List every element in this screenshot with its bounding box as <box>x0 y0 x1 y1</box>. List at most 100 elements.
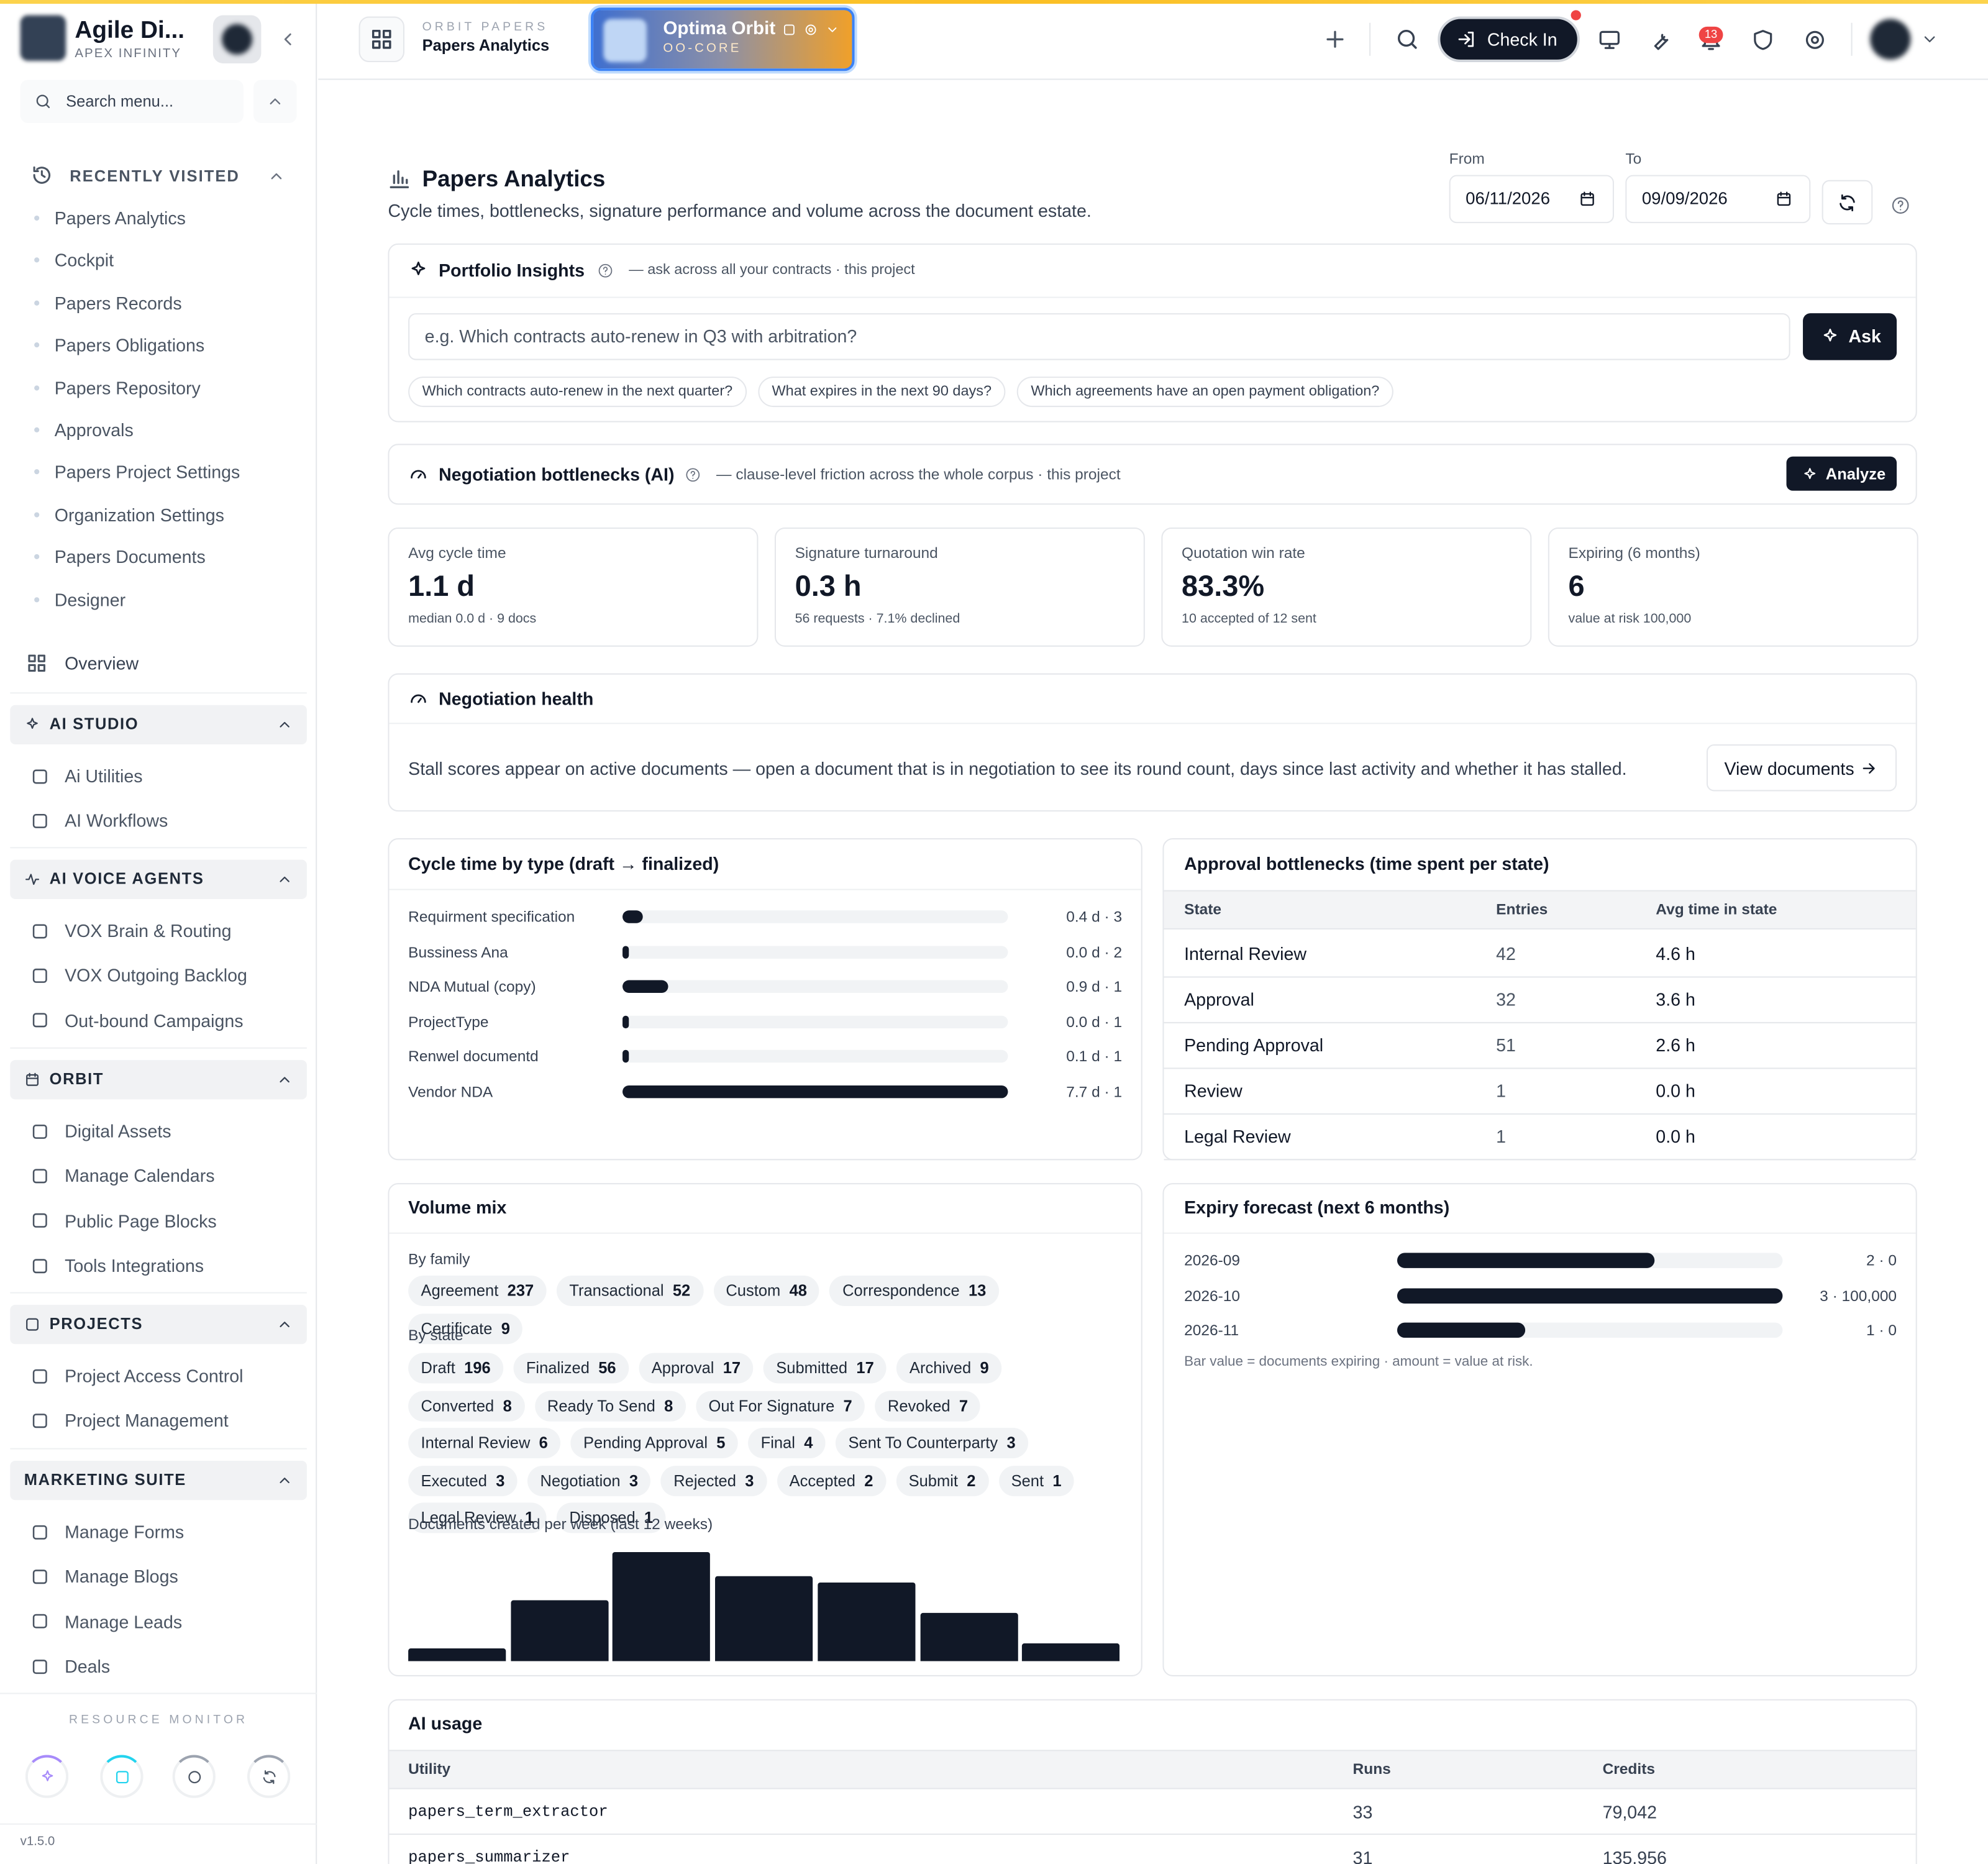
table-cell: 33 <box>1352 1802 1373 1822</box>
from-date-input[interactable] <box>1449 175 1614 224</box>
value-label: 0.0 d · 2 <box>1066 943 1123 961</box>
nav-item[interactable]: Papers Project Settings <box>54 462 240 483</box>
kpi-label: Expiring (6 months) <box>1568 544 1700 562</box>
card-title: AI usage <box>408 1713 483 1734</box>
to-date-input[interactable] <box>1625 175 1811 224</box>
nav-item[interactable]: Papers Records <box>54 293 182 313</box>
nav-item[interactable]: Organization Settings <box>54 504 224 525</box>
suggestion-chip[interactable]: What expires in the next 90 days? <box>758 377 1006 408</box>
section-header[interactable] <box>10 705 307 744</box>
chip-count: 196 <box>464 1359 491 1377</box>
nav-item[interactable]: Manage Forms <box>65 1521 185 1542</box>
value-label: 2 · 0 <box>1866 1251 1897 1269</box>
nav-item[interactable]: Deals <box>65 1656 111 1677</box>
refresh-button[interactable] <box>1822 180 1873 225</box>
count-chip: Ready To Send 8 <box>534 1390 686 1421</box>
calendar-icon <box>1580 191 1594 206</box>
nav-item[interactable]: Papers Repository <box>54 377 201 398</box>
nav-item[interactable]: Overview <box>65 653 139 674</box>
separator <box>1369 22 1371 56</box>
question-input[interactable] <box>408 313 1790 360</box>
page-name: Papers Analytics <box>422 37 550 55</box>
nav-item[interactable]: Project Access Control <box>65 1365 244 1386</box>
section-icon <box>24 873 39 885</box>
ask-button[interactable] <box>1803 313 1897 360</box>
view-documents-button[interactable] <box>1706 744 1897 792</box>
week-bar <box>408 1648 506 1661</box>
nav-item[interactable]: Papers Obligations <box>54 335 205 355</box>
chevron-up <box>271 173 282 180</box>
org-avatar-img <box>222 24 253 55</box>
nav-item[interactable]: Manage Leads <box>65 1611 183 1632</box>
table-cell: Legal Review <box>1184 1126 1291 1146</box>
separator <box>1851 22 1853 56</box>
section-title: RECENTLY VISITED <box>70 167 240 185</box>
to-date: 09/09/2026 <box>1641 189 1728 208</box>
nav-item[interactable]: Tools Integrations <box>65 1255 204 1276</box>
count-chip: Internal Review 6 <box>408 1427 561 1458</box>
divider <box>1164 1159 1916 1161</box>
nav-item[interactable]: Papers Documents <box>54 546 206 567</box>
nav-item[interactable]: Out-bound Campaigns <box>65 1010 244 1031</box>
section-header[interactable] <box>10 859 307 899</box>
table-cell: 1 <box>1496 1126 1507 1146</box>
nav-item[interactable]: Public Page Blocks <box>65 1210 217 1231</box>
kpi-note: median 0.0 d · 9 docs <box>408 611 537 627</box>
cycle-card <box>388 838 1142 1161</box>
suggestion-chip[interactable]: Which contracts auto-renew in the next q… <box>408 377 747 408</box>
nav-item[interactable]: Papers Analytics <box>54 208 186 229</box>
nav-item[interactable]: Project Management <box>65 1410 229 1431</box>
chip-name: Custom <box>726 1282 781 1300</box>
section-header[interactable] <box>10 1060 307 1100</box>
nav-icon <box>32 769 47 784</box>
divider <box>389 1834 1916 1835</box>
chip-name: Negotiation <box>540 1471 621 1489</box>
nav-item[interactable]: VOX Outgoing Backlog <box>65 965 247 986</box>
overview-icon <box>28 654 45 672</box>
table-cell: papers_term_extractor <box>408 1803 608 1821</box>
monitor-title: RESOURCE MONITOR <box>69 1713 248 1727</box>
section-header[interactable] <box>10 1461 307 1501</box>
suggestion-chip[interactable]: Which agreements have an open payment ob… <box>1016 377 1393 408</box>
divider <box>10 1047 307 1049</box>
count-chip: Draft 196 <box>408 1353 504 1384</box>
nav-item[interactable]: VOX Brain & Routing <box>65 920 232 941</box>
chip-count: 7 <box>843 1396 852 1415</box>
divider <box>1164 1021 1916 1023</box>
nav-item[interactable]: Digital Assets <box>65 1121 171 1141</box>
nav-item[interactable]: Manage Calendars <box>65 1166 215 1186</box>
nav-item[interactable]: Cockpit <box>54 250 114 271</box>
ask-label: Ask <box>1848 326 1881 347</box>
nav-item[interactable]: Approvals <box>54 419 134 441</box>
nav-item[interactable]: Manage Blogs <box>65 1566 178 1587</box>
help-icon <box>1892 197 1909 214</box>
chip-count: 4 <box>804 1434 813 1452</box>
week-bar <box>919 1612 1018 1661</box>
wrench-icon <box>1653 33 1668 50</box>
section-header[interactable] <box>10 1305 307 1345</box>
notification-count: 13 <box>1704 27 1718 41</box>
divider <box>389 296 1916 298</box>
bar-track <box>622 980 1008 993</box>
section-icon <box>25 1317 38 1330</box>
nav-item[interactable]: Designer <box>54 589 126 610</box>
search-toggle[interactable] <box>253 80 297 123</box>
bullet <box>34 469 40 475</box>
app-switcher[interactable] <box>358 16 405 63</box>
gear-icon <box>1805 30 1823 48</box>
chip-name: Transactional <box>569 1282 664 1300</box>
monitor-gauge <box>100 1755 144 1798</box>
table-cell: 79,042 <box>1602 1802 1657 1822</box>
count-chip: Disposed 1 <box>556 1502 666 1533</box>
edit-icon <box>783 24 794 35</box>
search-box[interactable] <box>20 80 244 123</box>
nav-item[interactable]: AI Workflows <box>65 810 168 831</box>
collapse-icon <box>284 33 291 45</box>
chip-count: 8 <box>664 1396 673 1415</box>
sparkle-icon <box>1823 328 1836 341</box>
grid-icon <box>372 29 391 49</box>
user-avatar[interactable] <box>1870 19 1911 60</box>
count-chip: Executed 3 <box>408 1465 518 1496</box>
column-header: State <box>1184 900 1222 918</box>
nav-item[interactable]: Ai Utilities <box>65 765 143 787</box>
